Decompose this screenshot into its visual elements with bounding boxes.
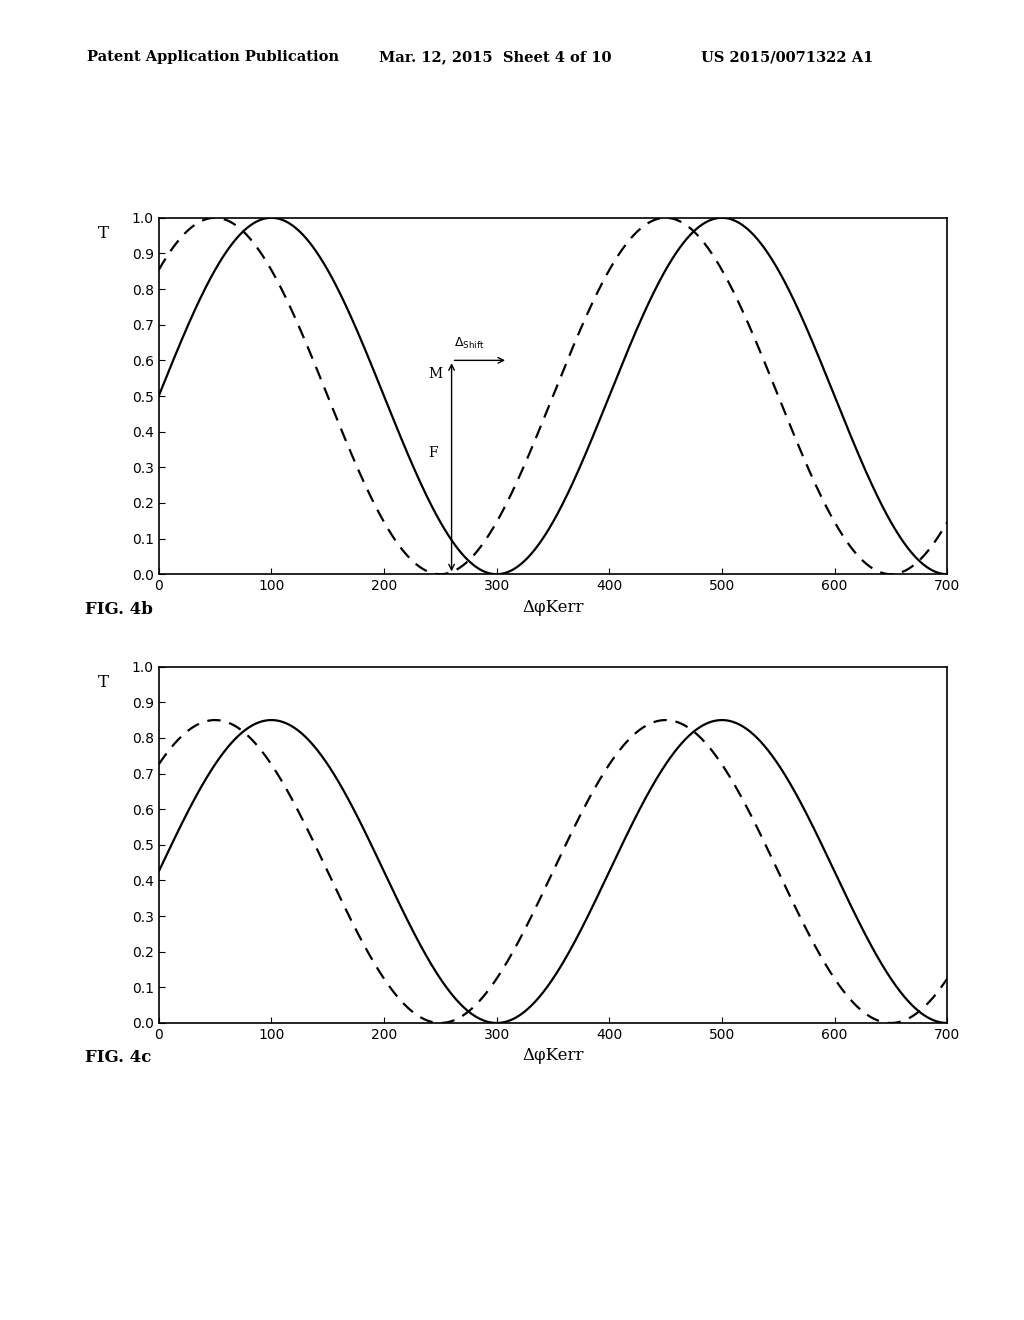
Text: T: T xyxy=(98,673,109,690)
X-axis label: ΔφKerr: ΔφKerr xyxy=(522,1047,584,1064)
Text: FIG. 4c: FIG. 4c xyxy=(85,1049,152,1067)
Text: Patent Application Publication: Patent Application Publication xyxy=(87,50,339,65)
Text: T: T xyxy=(98,224,109,242)
Text: M: M xyxy=(428,367,442,381)
X-axis label: ΔφKerr: ΔφKerr xyxy=(522,598,584,615)
Text: F: F xyxy=(428,446,438,461)
Text: Mar. 12, 2015  Sheet 4 of 10: Mar. 12, 2015 Sheet 4 of 10 xyxy=(379,50,611,65)
Text: $\Delta_{\rm Shift}$: $\Delta_{\rm Shift}$ xyxy=(454,337,484,351)
Text: FIG. 4b: FIG. 4b xyxy=(85,601,153,618)
Text: US 2015/0071322 A1: US 2015/0071322 A1 xyxy=(701,50,873,65)
